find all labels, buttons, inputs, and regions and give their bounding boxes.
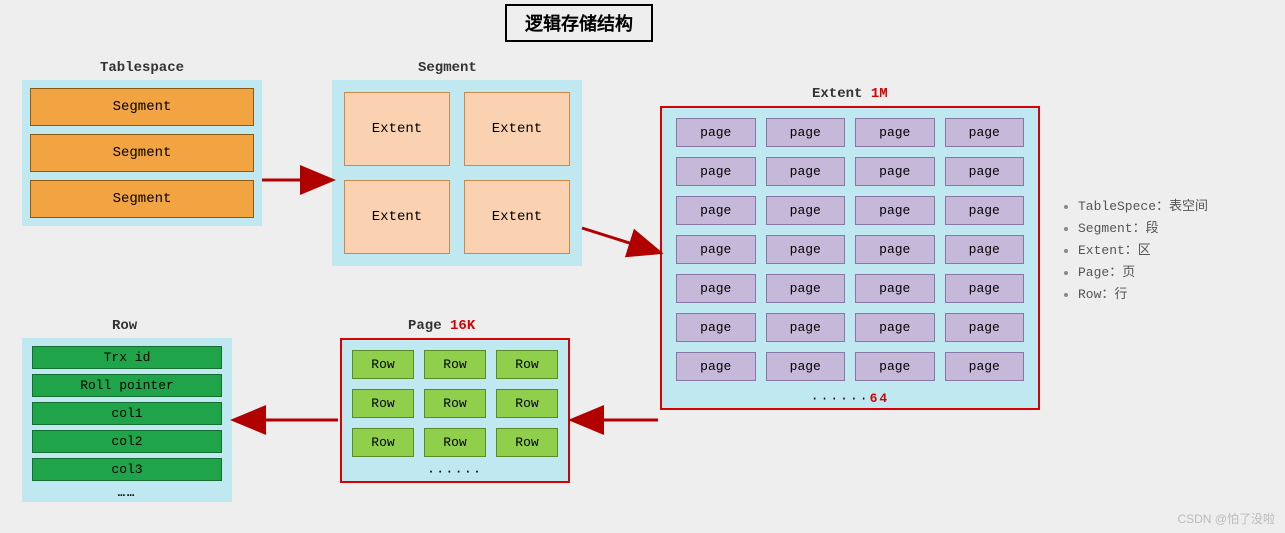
arrow-segment-extent [582, 228, 658, 252]
arrows-layer [0, 0, 1285, 533]
